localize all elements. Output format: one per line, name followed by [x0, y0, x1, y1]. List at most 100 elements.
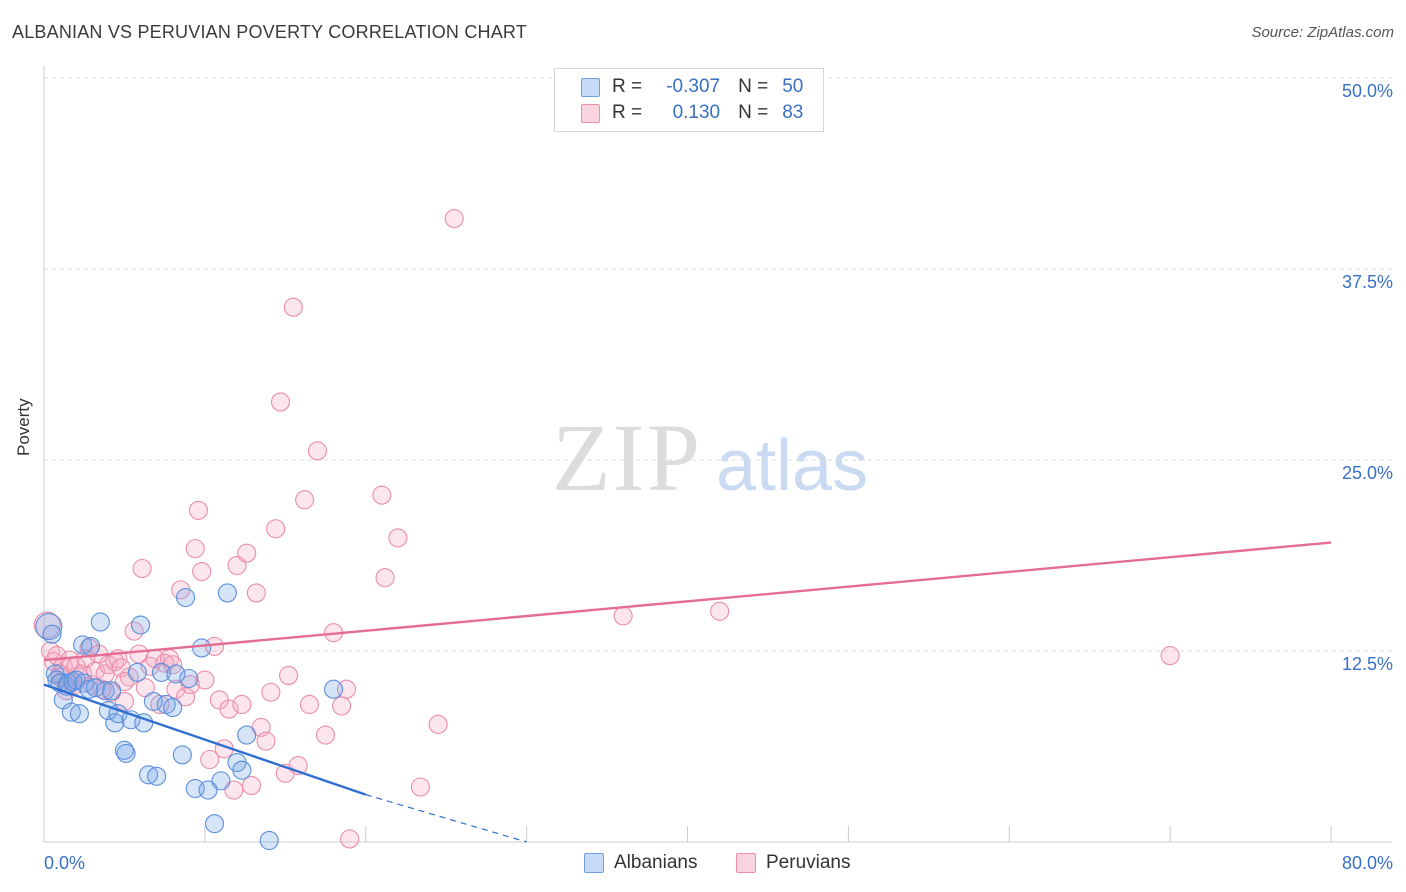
- albanian-point: [79, 679, 99, 699]
- peruvian-point: [375, 568, 395, 588]
- peruvian-point: [200, 749, 220, 770]
- albanians-swatch: [584, 853, 604, 873]
- n-value: 50: [782, 76, 804, 97]
- albanian-point: [166, 664, 186, 684]
- albanians-trend-extension: [365, 794, 527, 843]
- albanian-point: [35, 613, 63, 641]
- albanian-point: [163, 697, 183, 718]
- n-label: N =: [738, 102, 769, 123]
- peruvian-point: [114, 691, 134, 711]
- series-legend: Albanians Peruvians: [0, 852, 1406, 876]
- peruvian-point: [315, 725, 336, 745]
- albanian-point: [259, 830, 279, 851]
- legend-item-peruvians[interactable]: Peruvians: [736, 852, 851, 874]
- albanians-swatch: [581, 77, 600, 97]
- albanian-point: [102, 681, 122, 701]
- peruvian-point: [372, 485, 392, 505]
- n-label: N =: [738, 76, 769, 97]
- peruvian-point: [195, 670, 215, 690]
- x-tick-label: 0.0%: [44, 853, 85, 873]
- peruvian-point: [444, 209, 464, 229]
- peruvian-point: [295, 490, 315, 510]
- albanian-point: [61, 702, 81, 722]
- r-label: R =: [612, 102, 643, 123]
- albanian-point: [130, 615, 151, 635]
- watermark-atlas: atlas: [716, 426, 868, 506]
- peruvian-point: [270, 392, 291, 412]
- albanians-trend-line: [43, 683, 367, 796]
- legend-item-albanians[interactable]: Albanians: [584, 852, 697, 874]
- peruvian-point: [410, 777, 430, 797]
- peruvian-point: [33, 611, 61, 639]
- albanian-point: [172, 745, 192, 765]
- peruvian-point: [166, 679, 186, 699]
- peruvian-point: [176, 687, 196, 707]
- peruvian-point: [283, 297, 303, 317]
- albanian-point: [90, 612, 110, 632]
- peruvian-point: [114, 672, 134, 692]
- peruvian-point: [237, 543, 257, 563]
- albanian-point: [232, 760, 252, 780]
- albanian-point: [95, 681, 115, 701]
- albanian-point: [69, 704, 89, 724]
- albanian-point: [45, 664, 65, 684]
- peruvian-point: [256, 731, 276, 751]
- albanian-point: [211, 771, 231, 791]
- y-tick-label: 25.0%: [1342, 463, 1393, 483]
- legend-row-albanians: R = -0.307 N = 50: [581, 74, 803, 100]
- peruvian-point: [188, 500, 208, 520]
- albanian-point: [147, 766, 167, 786]
- peruvian-point: [710, 601, 730, 621]
- x-tick-label: 80.0%: [1342, 853, 1393, 873]
- peruvian-point: [132, 558, 152, 579]
- albanian-point: [73, 635, 93, 655]
- n-value: 83: [782, 102, 804, 123]
- albanian-point: [192, 638, 212, 658]
- peruvian-point: [388, 528, 408, 548]
- peruvian-point: [192, 561, 212, 582]
- peruvians-swatch: [736, 853, 756, 873]
- chart-title: ALBANIAN VS PERUVIAN POVERTY CORRELATION…: [12, 22, 527, 42]
- albanian-point: [176, 587, 196, 608]
- peruvian-point: [332, 696, 352, 716]
- peruvian-point: [613, 606, 633, 626]
- peruvian-point: [428, 714, 448, 734]
- axes: [43, 66, 1392, 843]
- albanian-point: [198, 780, 218, 800]
- peruvians-label: Peruvians: [766, 852, 851, 873]
- peruvian-point: [180, 675, 200, 695]
- y-tick-label: 37.5%: [1342, 272, 1393, 292]
- albanian-point: [127, 662, 147, 682]
- albanian-point: [116, 743, 136, 763]
- peruvian-point: [241, 775, 262, 796]
- grid: [44, 77, 1392, 652]
- trend-lines: [43, 541, 1332, 843]
- peruvians-points: [33, 209, 1180, 849]
- peruvian-point: [224, 780, 244, 800]
- albanian-point: [324, 679, 344, 699]
- peruvian-point: [266, 519, 286, 539]
- albanian-point: [139, 765, 159, 785]
- watermark-zip: ZIP: [552, 404, 702, 511]
- albanian-point: [237, 725, 257, 745]
- peruvian-point: [185, 539, 205, 559]
- y-tick-label: 50.0%: [1342, 81, 1393, 101]
- albanian-point: [114, 740, 134, 760]
- peruvian-point: [1160, 646, 1180, 666]
- peruvian-point: [246, 583, 266, 603]
- peruvian-point: [278, 665, 299, 685]
- peruvian-point: [261, 682, 281, 702]
- albanians-label: Albanians: [614, 852, 698, 873]
- albanian-point: [151, 662, 171, 682]
- albanian-point: [81, 636, 101, 656]
- albanian-point: [42, 624, 62, 644]
- albanians-points: [35, 583, 344, 851]
- correlation-legend: R = -0.307 N = 50 R = 0.130 N = 83: [554, 68, 824, 132]
- peruvian-point: [232, 694, 252, 715]
- tick-labels: 12.5% 25.0% 37.5% 50.0% 0.0% 80.0%: [44, 81, 1393, 873]
- source-label: Source: ZipAtlas.com: [1251, 24, 1394, 41]
- legend-row-peruvians: R = 0.130 N = 83: [581, 100, 803, 126]
- r-label: R =: [612, 76, 643, 97]
- albanian-point: [217, 583, 237, 603]
